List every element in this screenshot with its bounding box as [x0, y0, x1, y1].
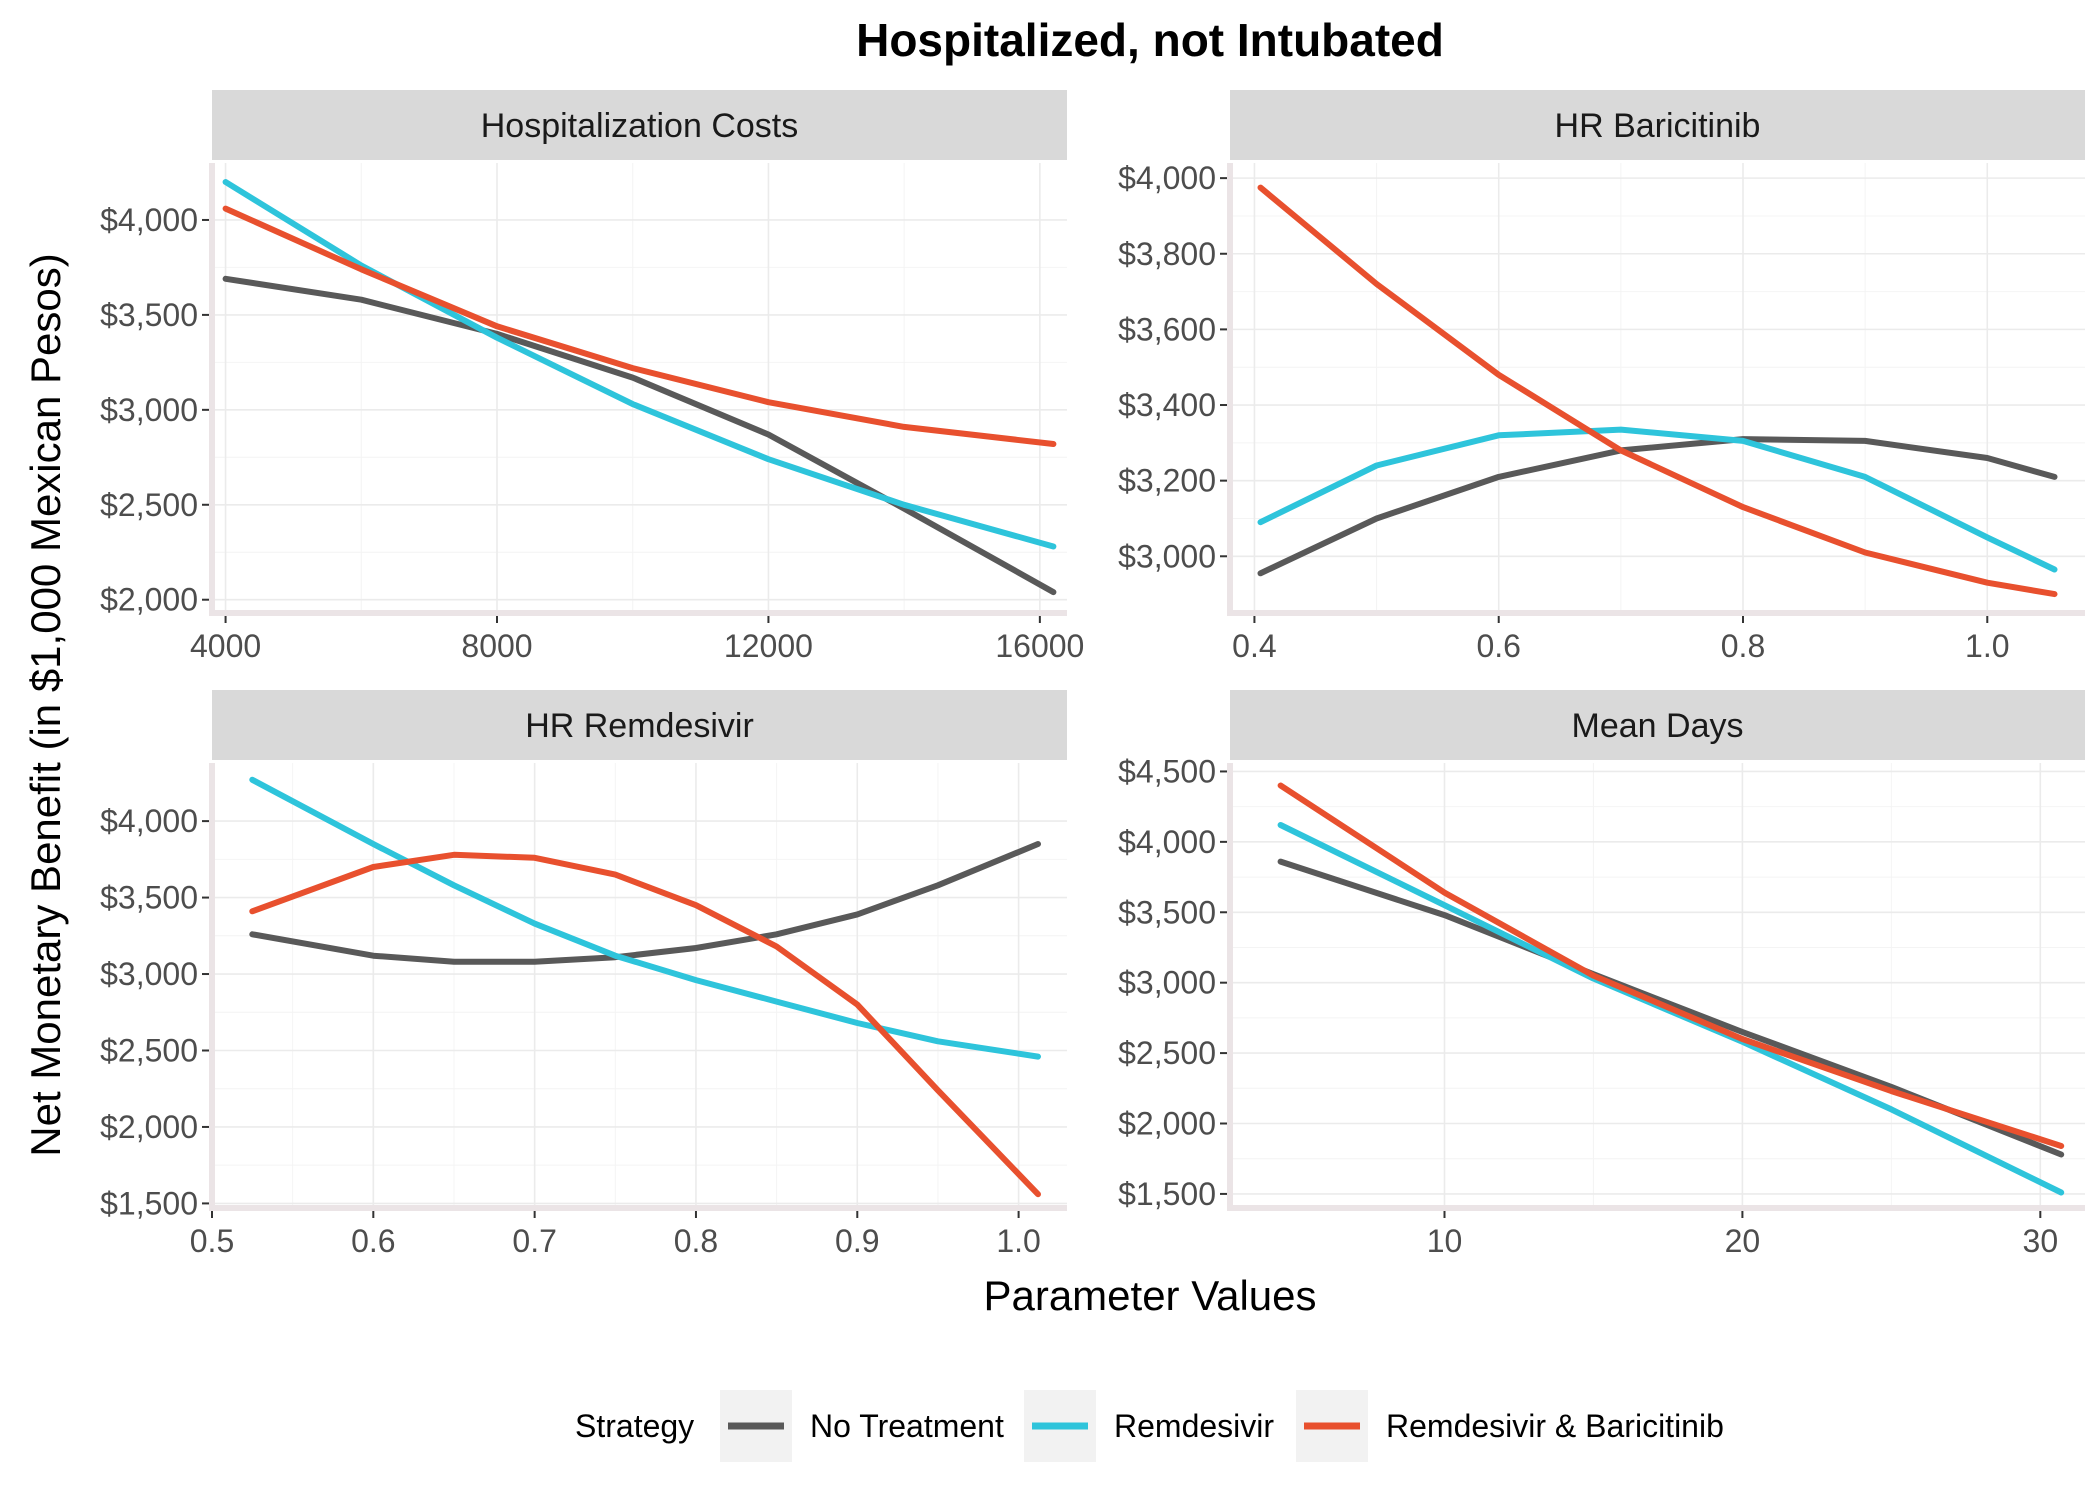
- y-tick-label: $2,500: [100, 487, 198, 523]
- y-tick-label: $4,000: [1118, 160, 1216, 196]
- y-tick-label: $3,400: [1118, 387, 1216, 423]
- y-tick-label: $2,000: [100, 1109, 198, 1145]
- series-line-remdesivir-baricitinib: [222, 205, 1057, 447]
- legend-title: Strategy: [575, 1408, 694, 1444]
- y-tick-label: $4,500: [1118, 753, 1216, 789]
- series-line-remdesivir: [1257, 426, 2058, 573]
- x-tick-label: 0.8: [674, 1223, 718, 1259]
- x-tick-label: 12000: [724, 628, 813, 664]
- strip-background: [212, 90, 1067, 160]
- strip-label: HR Baricitinib: [1555, 107, 1761, 145]
- x-tick-label: 8000: [461, 628, 532, 664]
- y-tick-label: $4,000: [100, 803, 198, 839]
- x-tick-label: 0.6: [351, 1223, 395, 1259]
- x-tick-label: 0.5: [190, 1223, 234, 1259]
- y-tick-label: $3,000: [1118, 965, 1216, 1001]
- x-tick-label: 0.9: [835, 1223, 879, 1259]
- legend-label: No Treatment: [810, 1408, 1004, 1444]
- x-tick-label: 0.6: [1476, 628, 1520, 664]
- x-tick-label: 16000: [995, 628, 1084, 664]
- panel-hr-baricitinib: HR Baricitinib 0.4 0.6 0.8 1.0 $3,000 $3,200 $3…: [1118, 90, 2085, 664]
- series-line-remdesivir: [249, 776, 1041, 1060]
- x-tick-label: 4000: [190, 628, 261, 664]
- y-tick-label: $4,000: [100, 202, 198, 238]
- strip-background: [1230, 690, 2085, 760]
- y-tick-label: $1,500: [1118, 1176, 1216, 1212]
- y-tick-label: $3,000: [1118, 538, 1216, 574]
- chart-title: Hospitalized, not Intubated: [856, 14, 1444, 66]
- y-tick-label: $3,000: [100, 392, 198, 428]
- y-tick-label: $4,000: [1118, 824, 1216, 860]
- y-tick-label: $3,800: [1118, 236, 1216, 272]
- series-line-no-treatment: [1257, 436, 2058, 577]
- y-tick-label: $3,500: [1118, 894, 1216, 930]
- x-tick-label: 1.0: [996, 1223, 1040, 1259]
- strip-label: Hospitalization Costs: [481, 107, 798, 145]
- panel-hospitalization-costs: Hospitalization Costs 4000 8000 12000 16000 $…: [100, 90, 1084, 664]
- facet-panels: Hospitalization Costs 4000 8000 12000 16000 $…: [100, 90, 2085, 1259]
- legend-item-remdesivir: Remdesivir: [1024, 1390, 1274, 1462]
- x-tick-label: 10: [1427, 1223, 1463, 1259]
- x-tick-label: 30: [2023, 1223, 2059, 1259]
- panel-mean-days: Mean Days 10 20 30 $1,500 $2,000 $2,500 $3,000 $…: [1118, 690, 2085, 1259]
- panel-hr-remdesivir: HR Remdesivir 0.5 0.6 0.7 0.8 0.9 1.0 $1,500 $2,…: [100, 690, 1067, 1259]
- y-tick-label: $1,500: [100, 1185, 198, 1221]
- y-tick-label: $3,500: [100, 297, 198, 333]
- y-tick-label: $2,500: [1118, 1035, 1216, 1071]
- strip-background: [1230, 90, 2085, 160]
- legend: Strategy No Treatment Remdesivir Remdesivi…: [575, 1390, 1724, 1462]
- legend-label: Remdesivir: [1114, 1408, 1274, 1444]
- y-tick-label: $3,000: [100, 956, 198, 992]
- series-line-no-treatment: [222, 275, 1057, 596]
- x-tick-label: 0.8: [1721, 628, 1765, 664]
- y-tick-label: $2,000: [100, 582, 198, 618]
- y-tick-label: $3,600: [1118, 311, 1216, 347]
- x-tick-label: 0.4: [1232, 628, 1276, 664]
- x-tick-label: 0.7: [512, 1223, 556, 1259]
- x-axis-title: Parameter Values: [983, 1272, 1316, 1319]
- series-line-remdesivir-baricitinib: [1277, 782, 2065, 1149]
- x-tick-label: 20: [1725, 1223, 1761, 1259]
- y-tick-label: $3,500: [100, 880, 198, 916]
- series-line-remdesivir-baricitinib: [249, 851, 1041, 1198]
- strip-background: [212, 690, 1067, 760]
- y-tick-label: $2,000: [1118, 1106, 1216, 1142]
- legend-item-no-treatment: No Treatment: [720, 1390, 1004, 1462]
- y-tick-label: $2,500: [100, 1032, 198, 1068]
- y-axis-title: Net Monetary Benefit (in $1,000 Mexican …: [22, 253, 69, 1156]
- strip-label: Mean Days: [1572, 707, 1744, 745]
- strip-label: HR Remdesivir: [525, 707, 754, 745]
- plot-area: [1230, 163, 2085, 613]
- series-line-no-treatment: [249, 841, 1041, 965]
- plot-area: [212, 163, 1067, 613]
- series-line-remdesivir: [222, 179, 1057, 550]
- legend-label: Remdesivir & Baricitinib: [1386, 1408, 1724, 1444]
- series-line-remdesivir-baricitinib: [1257, 184, 2058, 598]
- x-tick-label: 1.0: [1965, 628, 2009, 664]
- legend-item-remdesivir-baricitinib: Remdesivir & Baricitinib: [1296, 1390, 1724, 1462]
- y-tick-label: $3,200: [1118, 463, 1216, 499]
